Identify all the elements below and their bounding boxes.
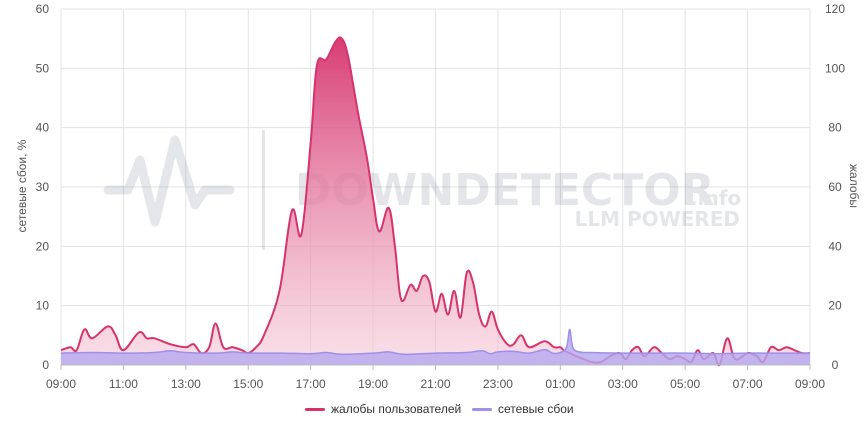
series-network-area [61,329,810,365]
series [60,36,811,367]
legend-swatch-network [472,408,492,411]
legend-label-complaints: жалобы пользователей [331,402,461,416]
y-left-tick-label: 10 [36,299,50,313]
grid [60,8,811,366]
x-tick-label: 17:00 [296,377,326,391]
y-left-tick-label: 60 [36,2,50,16]
watermark-suffix: .info [690,186,741,210]
y-right-tick-label: 0 [832,358,839,372]
watermark: DOWNDETECTOR .info LLM POWERED [103,130,741,250]
y-axis-left-title: сетевые сбои, % [15,139,29,232]
legend-item-network[interactable]: сетевые сбои [472,402,574,416]
legend-item-complaints[interactable]: жалобы пользователей [305,402,461,416]
x-tick-label: 19:00 [358,377,388,391]
y-left-tick-label: 40 [36,121,50,135]
y-left-tick-label: 50 [36,61,50,75]
watermark-pulse-icon [103,135,235,227]
y-right-tick-label: 80 [828,121,842,135]
x-tick-label: 05:00 [670,377,700,391]
x-tick-label: 21:00 [420,377,450,391]
x-tick-label: 23:00 [483,377,513,391]
legend-label-network: сетевые сбои [498,402,574,416]
legend-swatch-complaints [305,408,325,411]
x-tick-label: 07:00 [733,377,763,391]
series-network-line[interactable] [60,328,810,356]
x-tick-label: 13:00 [171,377,201,391]
y-right-tick-label: 60 [828,180,842,194]
axes: 0 10 20 30 40 50 60 0 20 40 60 80 100 120 09:00 11:00 13… [36,2,846,391]
y-right-tick-label: 20 [828,299,842,313]
x-tick-label: 01:00 [545,377,575,391]
x-tick-label: 03:00 [608,377,638,391]
x-tick-label: 09:00 [795,377,825,391]
x-tick-label: 09:00 [46,377,76,391]
y-left-tick-label: 30 [36,180,50,194]
watermark-divider [262,130,265,250]
y-axis-right-title: жалобы [847,164,861,208]
y-right-tick-label: 100 [825,61,845,75]
y-right-tick-label: 40 [828,239,842,253]
y-left-tick-label: 0 [42,358,49,372]
watermark-subtitle: LLM POWERED [575,207,740,231]
y-right-tick-label: 120 [825,2,845,16]
x-tick-label: 15:00 [233,377,263,391]
legend: жалобы пользователей сетевые сбои [305,402,574,416]
x-tick-label: 11:00 [109,377,138,391]
y-left-tick-label: 20 [36,239,50,253]
